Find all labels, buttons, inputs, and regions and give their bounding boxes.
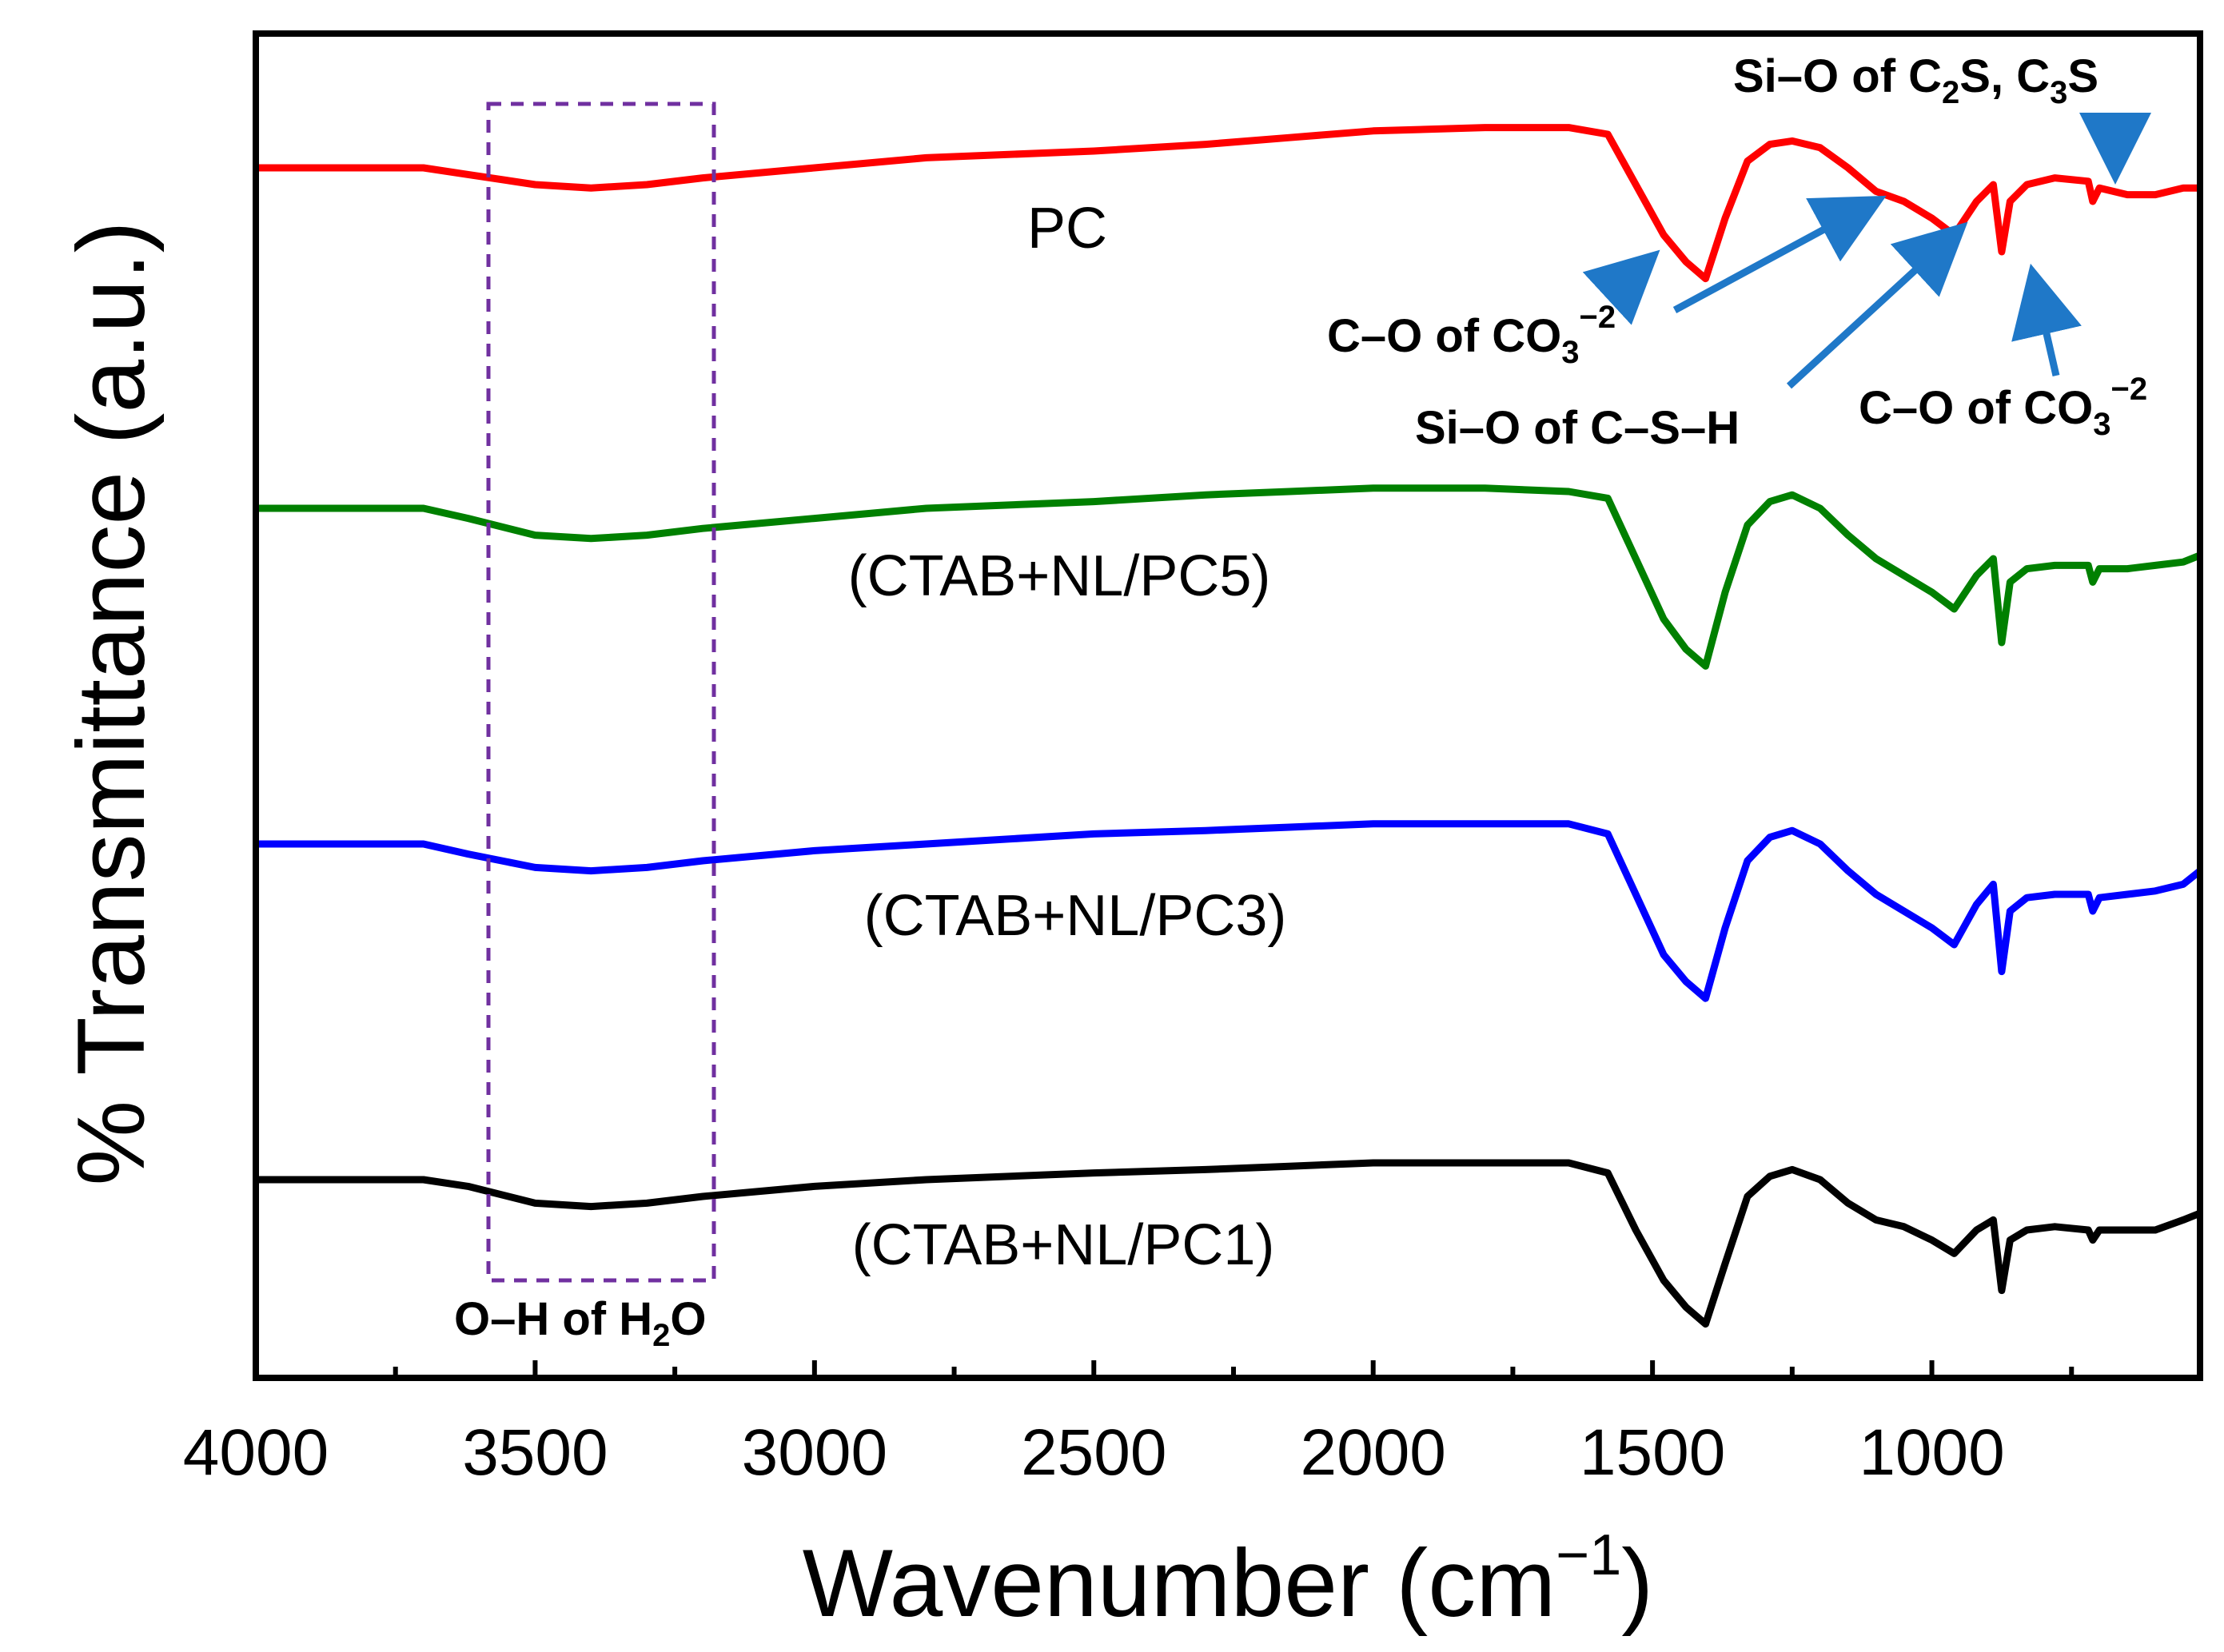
x-tick-label: 2000 — [1300, 1416, 1445, 1489]
x-tick-label: 1000 — [1859, 1416, 2004, 1489]
series-line-1 — [256, 484, 2202, 670]
series-line-2 — [256, 820, 2202, 1002]
series-label-pc3: (CTAB+NL/PC3) — [864, 884, 1287, 948]
plot-frame — [253, 30, 2203, 1381]
co-annotation-lower: C–O of CO3−2 — [1859, 372, 2147, 442]
y-axis-title: % Transmittance (a.u.) — [58, 221, 165, 1185]
sio-csh-arrow — [1786, 221, 1968, 389]
sio-c2s-annotation: Si–O of C2S, C3S — [1733, 50, 2098, 110]
x-tick-label: 3000 — [742, 1416, 887, 1489]
oh-annotation: O–H of H2O — [454, 1293, 707, 1353]
co-annotation-upper: C–O of CO3−2 — [1327, 300, 1616, 370]
x-tick-label: 2500 — [1021, 1416, 1166, 1489]
series-layer — [256, 124, 2202, 1328]
x-axis-ticks: 4000 3500 3000 2500 2000 1500 1000 — [183, 1360, 2075, 1489]
oh-region-box — [486, 102, 716, 1283]
co-lower-arrow — [2011, 263, 2082, 377]
co-upper-arrow-1 — [1582, 249, 1660, 325]
series-label-pc: PC — [1027, 197, 1107, 261]
series-line-3 — [256, 1159, 2202, 1328]
x-tick-label: 3500 — [462, 1416, 608, 1489]
x-axis-title: Wavenumber (cm−1) — [803, 1523, 1653, 1637]
series-label-pc1: (CTAB+NL/PC1) — [852, 1213, 1275, 1277]
sio-csh-annotation: Si–O of C–S–H — [1415, 402, 1740, 454]
series-label-pc5: (CTAB+NL/PC5) — [848, 544, 1271, 608]
series-line-0 — [256, 124, 2200, 283]
co-upper-arrow-2 — [1672, 195, 1887, 313]
x-tick-label: 1500 — [1580, 1416, 1725, 1489]
x-tick-label: 4000 — [183, 1416, 329, 1489]
